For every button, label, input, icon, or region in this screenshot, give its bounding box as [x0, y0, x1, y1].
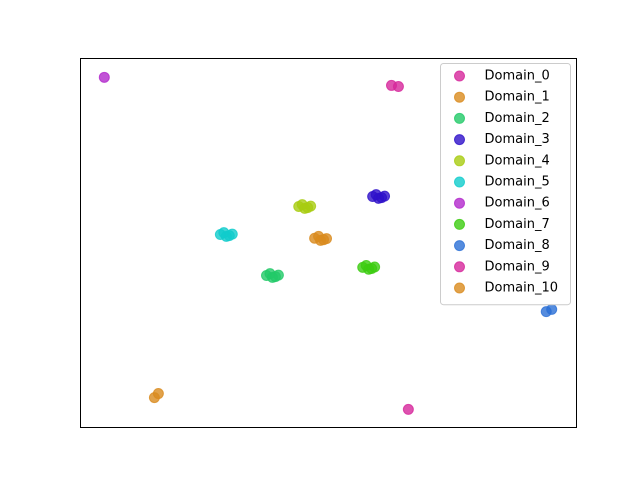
point	[98, 71, 110, 83]
legend-marker	[454, 282, 465, 294]
legend-marker	[454, 134, 465, 146]
legend-label: Domain_0	[485, 69, 550, 84]
legend-marker	[454, 240, 465, 252]
point	[152, 388, 164, 400]
point	[223, 230, 235, 242]
legend-label: Domain_6	[485, 196, 550, 211]
legend-label: Domain_10	[485, 281, 559, 296]
point	[392, 81, 404, 93]
legend-label: Domain_8	[485, 238, 550, 253]
legend-marker	[454, 112, 465, 124]
legend-marker	[454, 197, 465, 209]
legend-label: Domain_3	[485, 132, 550, 147]
point	[269, 271, 281, 283]
point	[318, 234, 330, 246]
point	[376, 192, 388, 204]
point	[366, 262, 378, 274]
legend-label: Domain_9	[485, 259, 550, 274]
legend-marker	[454, 218, 465, 230]
legend-label: Domain_2	[485, 111, 550, 126]
point	[546, 303, 558, 315]
point	[302, 202, 314, 214]
point	[402, 403, 414, 415]
legend-marker	[454, 70, 465, 82]
legend-marker	[454, 91, 465, 103]
legend-label: Domain_5	[485, 175, 550, 190]
legend-marker	[454, 155, 465, 167]
legend-box	[440, 63, 571, 306]
legend-label: Domain_7	[485, 217, 550, 232]
legend-marker	[454, 176, 465, 188]
legend-label: Domain_4	[485, 153, 550, 168]
legend-marker	[454, 261, 465, 273]
legend-label: Domain_1	[485, 90, 550, 105]
